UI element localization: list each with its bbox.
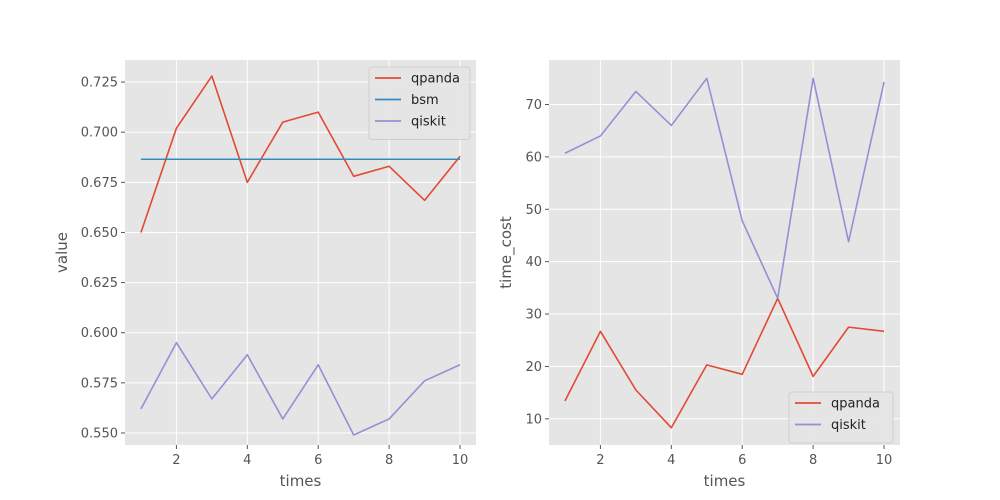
series-line-qiskit [564, 77, 885, 300]
x-tick-label: 6 [314, 453, 322, 468]
legend-label-qpanda: qpanda [831, 397, 880, 412]
chart-time-cost: 2 4 6 8 10 10 20 30 40 50 60 70 times time_costqpanda… [497, 60, 900, 490]
plot-area [549, 60, 900, 445]
series-line-qpanda [140, 75, 461, 233]
chart-value: 2 4 6 8 10 0.550 0.575 0.600 0.625 0.650 0.675 0.70… [53, 60, 476, 490]
y-tick-label: 30 [525, 308, 542, 323]
legend-label-bsm: bsm [411, 93, 439, 108]
x-axis-title: times [280, 472, 322, 490]
x-axis-title: times [704, 472, 746, 490]
legend-label-qiskit: qiskit [411, 115, 446, 130]
legend-label-qiskit: qiskit [831, 418, 866, 433]
y-tick-label: 40 [525, 255, 542, 270]
x-tick-label: 8 [809, 453, 817, 468]
series-line-qpanda [564, 297, 885, 429]
y-tick-label: 0.675 [81, 176, 118, 191]
y-tick-label: 20 [525, 360, 542, 375]
y-tick-label: 0.625 [81, 276, 118, 291]
x-tick-label: 4 [243, 453, 251, 468]
y-tick-label: 0.575 [81, 376, 118, 391]
legend-box [788, 391, 894, 444]
y-tick-label: 0.650 [81, 226, 118, 241]
y-tick-label: 0.725 [81, 76, 118, 91]
y-tick-label: 0.550 [81, 426, 118, 441]
x-tick-label: 2 [172, 453, 180, 468]
y-axis-title: value [53, 232, 71, 273]
series-line-qiskit [140, 341, 461, 436]
legend-label-qpanda: qpanda [411, 72, 460, 87]
y-tick-label: 60 [525, 150, 542, 165]
y-tick-label: 70 [525, 98, 542, 113]
x-tick-label: 10 [452, 453, 469, 468]
x-tick-label: 6 [738, 453, 746, 468]
x-tick-label: 2 [596, 453, 604, 468]
x-tick-label: 8 [385, 453, 393, 468]
y-tick-label: 0.700 [81, 126, 118, 141]
y-tick-label: 10 [525, 412, 542, 427]
x-tick-label: 4 [667, 453, 675, 468]
y-tick-label: 0.600 [81, 326, 118, 341]
y-axis-title: time_cost [497, 216, 516, 289]
y-tick-label: 50 [525, 203, 542, 218]
x-tick-label: 10 [876, 453, 893, 468]
